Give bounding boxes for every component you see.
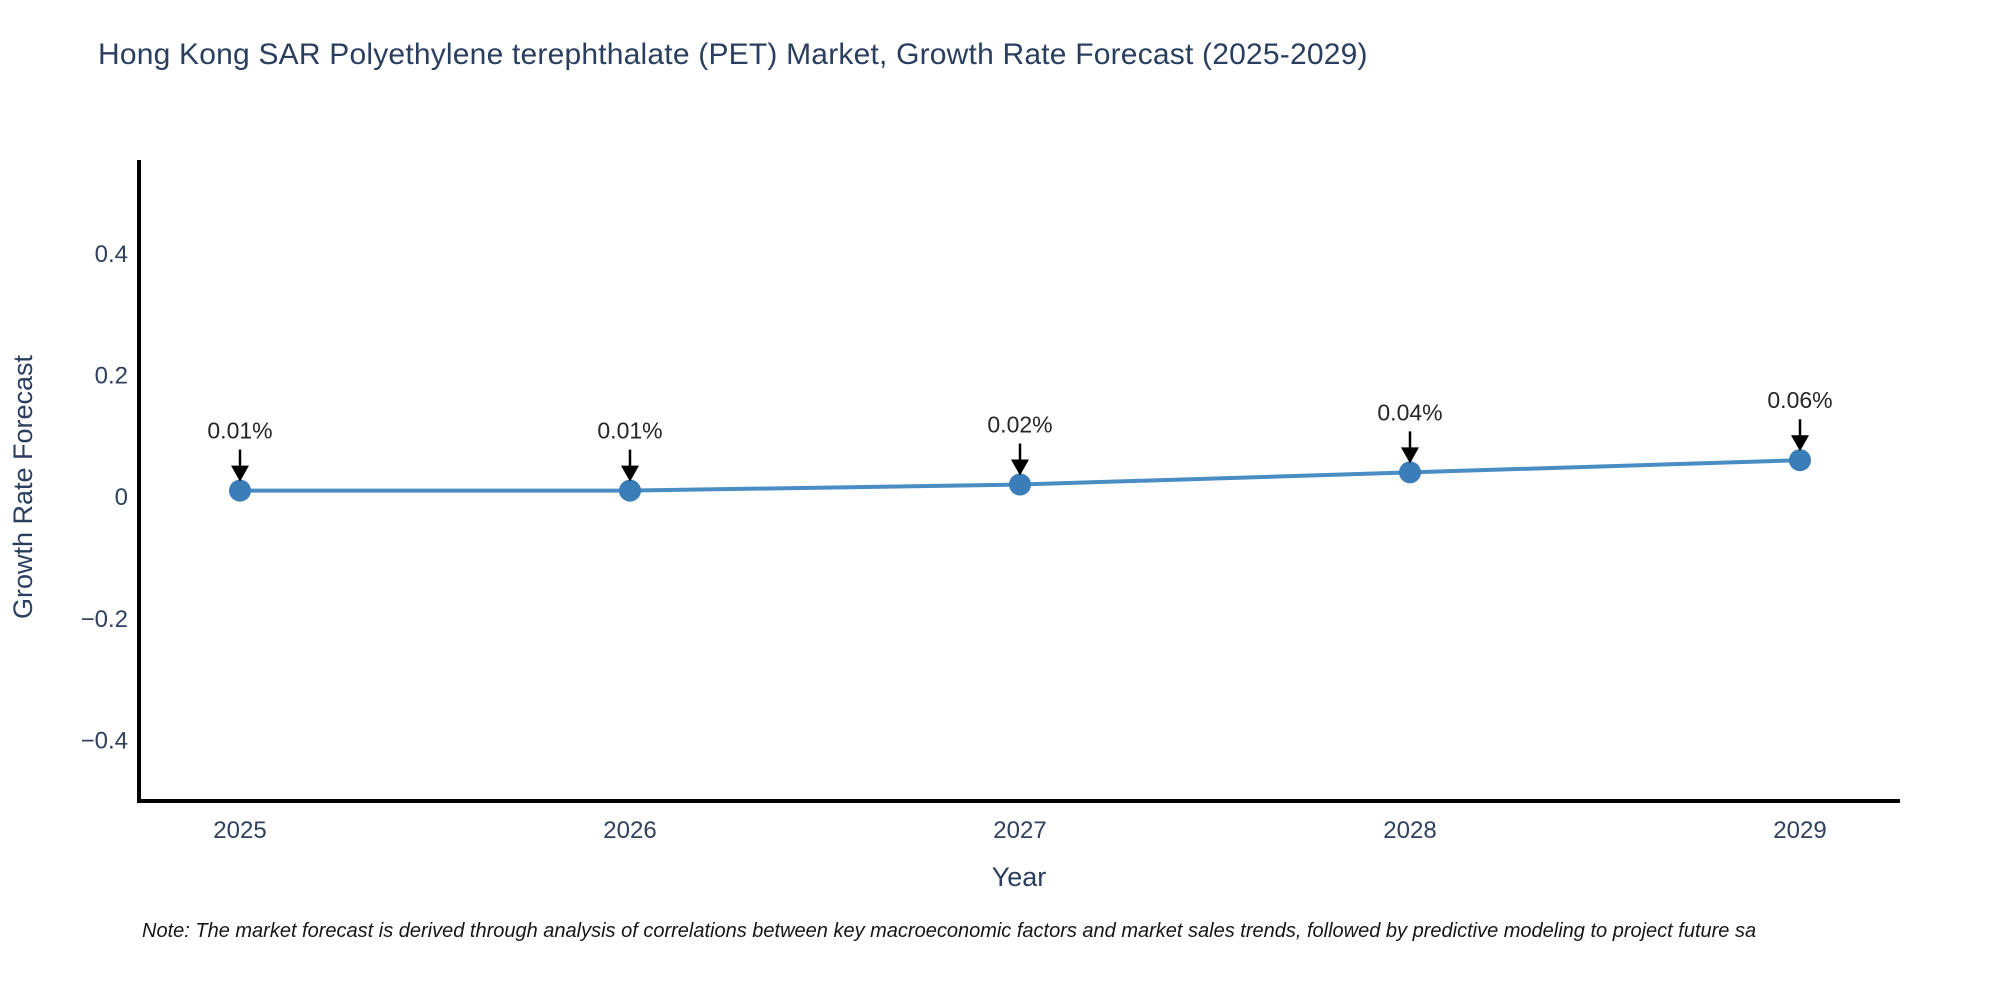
y-tick-label: 0.2 xyxy=(95,363,128,390)
point-annotation-label: 0.04% xyxy=(1377,399,1442,425)
point-annotations: 0.01% 0.01% 0.02% 0.04% 0.06% xyxy=(207,387,1833,482)
point-annotation: 0.01% xyxy=(207,418,273,482)
x-tick-label: 2025 xyxy=(213,817,266,844)
annotation-arrowhead-icon xyxy=(1401,447,1419,464)
x-tick-label: 2029 xyxy=(1773,817,1826,844)
data-point-2026 xyxy=(619,479,641,502)
y-tick-label: 0 xyxy=(115,484,128,511)
point-annotation-label: 0.01% xyxy=(207,418,272,444)
point-annotation: 0.02% xyxy=(987,412,1053,476)
x-tick-label: 2027 xyxy=(993,817,1046,844)
chart-note: Note: The market forecast is derived thr… xyxy=(142,920,1757,942)
data-point-2025 xyxy=(229,479,251,502)
x-tick-labels: 2025 2026 2027 2028 2029 xyxy=(213,817,1826,844)
point-annotation: 0.04% xyxy=(1377,399,1443,464)
annotation-arrowhead-icon xyxy=(1011,459,1029,476)
x-tick-label: 2028 xyxy=(1383,817,1436,844)
point-annotation-label: 0.01% xyxy=(597,418,662,444)
data-series xyxy=(229,449,1811,502)
data-point-2029 xyxy=(1789,449,1811,472)
y-tick-labels: 0.4 0.2 0 −0.2 −0.4 xyxy=(81,241,128,755)
data-point-2028 xyxy=(1399,461,1421,484)
data-point-2027 xyxy=(1009,473,1031,496)
x-axis-title: Year xyxy=(992,862,1047,892)
y-tick-label: −0.4 xyxy=(81,728,128,755)
point-annotation-label: 0.02% xyxy=(987,412,1052,438)
point-annotation: 0.06% xyxy=(1767,387,1833,452)
chart-title: Hong Kong SAR Polyethylene terephthalate… xyxy=(98,38,1368,71)
annotation-arrowhead-icon xyxy=(621,465,639,482)
x-tick-label: 2026 xyxy=(603,817,656,844)
point-annotation-label: 0.06% xyxy=(1767,387,1832,413)
y-axis-title: Growth Rate Forecast xyxy=(8,354,38,619)
y-tick-label: 0.4 xyxy=(95,241,128,268)
point-annotation: 0.01% xyxy=(597,418,663,482)
annotation-arrowhead-icon xyxy=(1791,435,1809,452)
y-tick-label: −0.2 xyxy=(81,606,128,633)
annotation-arrowhead-icon xyxy=(231,465,249,482)
